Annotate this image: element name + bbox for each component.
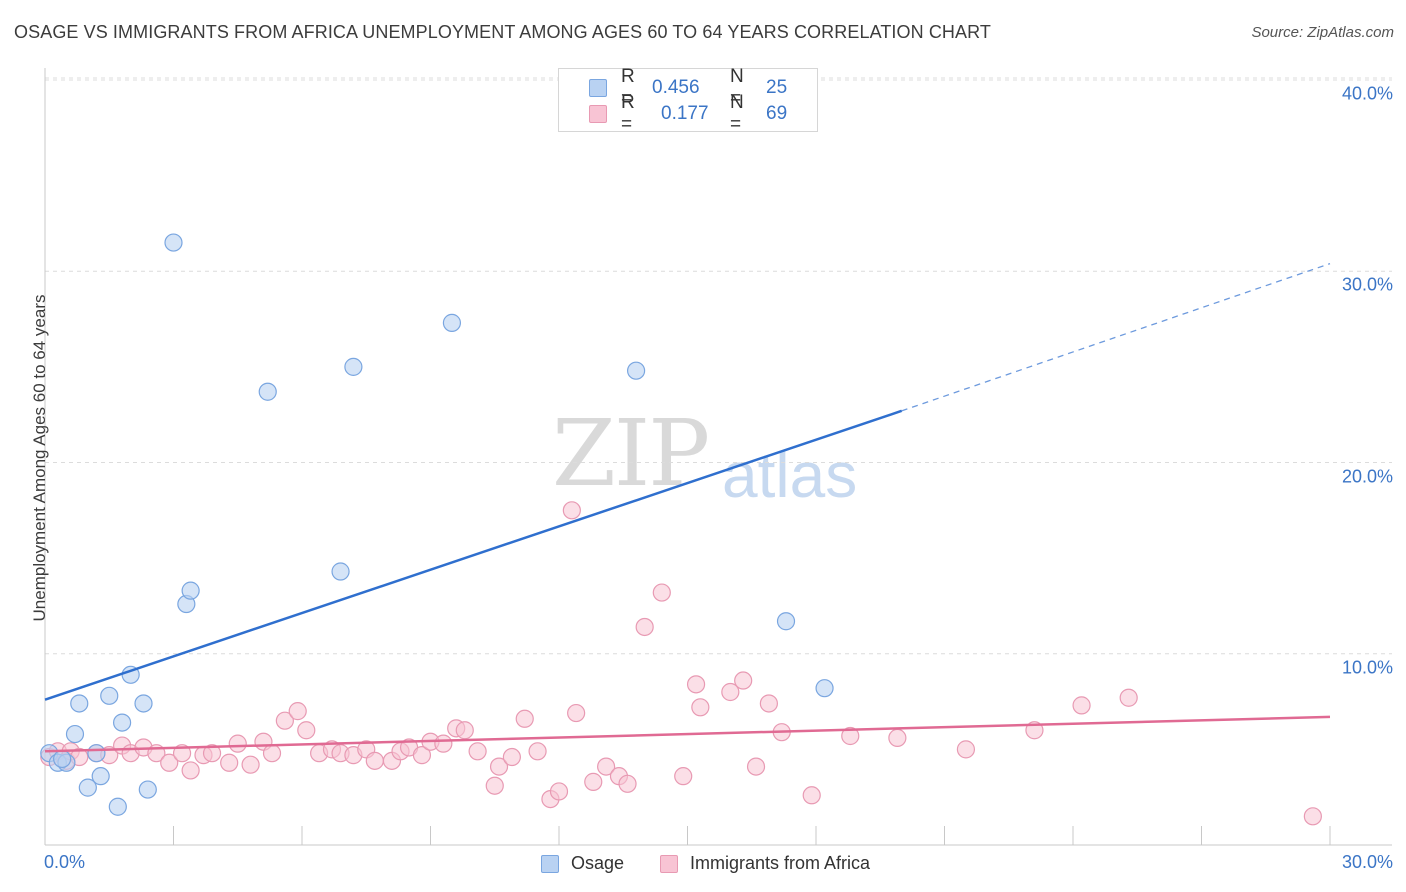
africa-point — [485, 776, 504, 795]
osage-point — [112, 713, 132, 732]
africa-point — [562, 501, 581, 520]
osage-point — [70, 694, 89, 713]
r-value: 0.456 — [652, 77, 700, 98]
africa-point — [549, 782, 569, 801]
legend-item-africa: Immigrants from Africa — [660, 853, 870, 874]
africa-point — [618, 774, 637, 793]
osage-legend-swatch — [541, 854, 559, 873]
africa-point — [1119, 688, 1138, 707]
africa-point — [160, 753, 179, 772]
africa-point — [1303, 807, 1322, 826]
africa-point — [468, 742, 487, 761]
africa-point — [515, 709, 534, 728]
x-tick-label-max: 30.0% — [1341, 852, 1393, 872]
africa-legend-swatch — [660, 854, 678, 873]
africa-point — [241, 755, 260, 774]
osage-point — [258, 382, 277, 401]
africa-point — [455, 721, 474, 740]
osage-point — [78, 778, 97, 797]
osage-point — [138, 780, 157, 799]
watermark-zip: ZIP — [552, 400, 710, 507]
africa-point — [584, 772, 603, 791]
osage-point — [442, 313, 462, 332]
r-label: R = — [621, 92, 635, 135]
n-label: N = — [730, 92, 744, 135]
r-label: R = — [621, 66, 635, 109]
legend-label-osage: Osage — [571, 853, 625, 873]
y-tick-label: 30.0% — [1341, 274, 1393, 295]
africa-point — [275, 711, 294, 730]
osage-point — [134, 694, 153, 713]
africa-swatch — [589, 105, 607, 123]
osage-point — [331, 562, 350, 581]
africa-point — [262, 744, 282, 763]
osage-point — [53, 749, 72, 769]
osage-point — [776, 612, 796, 631]
africa-point — [489, 757, 509, 776]
africa-point — [956, 740, 976, 759]
osage-point — [344, 357, 363, 376]
correlation-legend: R = 0.456 N = 25 R = 0.177 N = 69 — [558, 66, 818, 135]
africa-point — [297, 721, 316, 740]
africa-point — [888, 728, 907, 748]
africa-point — [434, 734, 453, 753]
osage-trendline-extension — [901, 262, 1331, 412]
africa-point — [181, 761, 200, 780]
africa-point — [502, 747, 521, 767]
africa-point — [597, 757, 616, 776]
africa-point — [567, 703, 586, 723]
osage-point — [181, 581, 200, 600]
osage-point — [108, 797, 127, 816]
r-value: 0.177 — [661, 103, 709, 124]
legend-label-africa: Immigrants from Africa — [690, 853, 871, 873]
y-axis-label: Unemployment Among Ages 60 to 64 years — [30, 294, 49, 622]
africa-point — [528, 742, 547, 761]
africa-point — [674, 767, 693, 786]
y-tick-label: 20.0% — [1341, 466, 1393, 486]
africa-point — [652, 583, 671, 602]
africa-point — [691, 698, 710, 717]
osage-point — [626, 361, 646, 380]
osage-point — [815, 679, 834, 698]
legend-item-osage: Osage — [541, 853, 624, 874]
africa-point — [746, 757, 766, 776]
africa-point — [759, 694, 778, 713]
osage-point — [65, 724, 85, 744]
africa-point — [1072, 696, 1091, 715]
osage-point — [87, 744, 106, 763]
africa-point — [365, 751, 384, 770]
africa-point — [734, 671, 753, 690]
n-value: 69 — [766, 103, 788, 124]
n-value: 25 — [766, 77, 788, 98]
africa-point — [288, 702, 307, 721]
chart-title: OSAGE VS IMMIGRANTS FROM AFRICA UNEMPLOY… — [14, 22, 992, 42]
osage-trendline — [44, 409, 903, 701]
n-label: N = — [730, 66, 744, 109]
africa-point — [412, 746, 432, 765]
africa-point — [220, 753, 239, 772]
osage-point — [164, 233, 183, 252]
africa-point — [841, 726, 860, 746]
y-tick-label: 40.0% — [1341, 83, 1393, 104]
x-tick-label-min: 0.0% — [44, 852, 86, 872]
source-label: Source: ZipAtlas.com — [1251, 24, 1394, 41]
y-tick-label: 10.0% — [1341, 657, 1393, 678]
watermark-atlas: atlas — [722, 439, 858, 511]
africa-point — [228, 734, 247, 753]
africa-point — [202, 744, 222, 763]
africa-point — [686, 675, 706, 694]
africa-point — [802, 786, 821, 805]
africa-point — [721, 682, 740, 702]
osage-point — [100, 686, 119, 705]
osage-point — [91, 767, 110, 786]
africa-trendline — [44, 715, 1331, 753]
africa-point — [635, 617, 654, 637]
series-legend: Osage Immigrants from Africa — [0, 853, 1406, 877]
osage-swatch — [589, 79, 607, 97]
